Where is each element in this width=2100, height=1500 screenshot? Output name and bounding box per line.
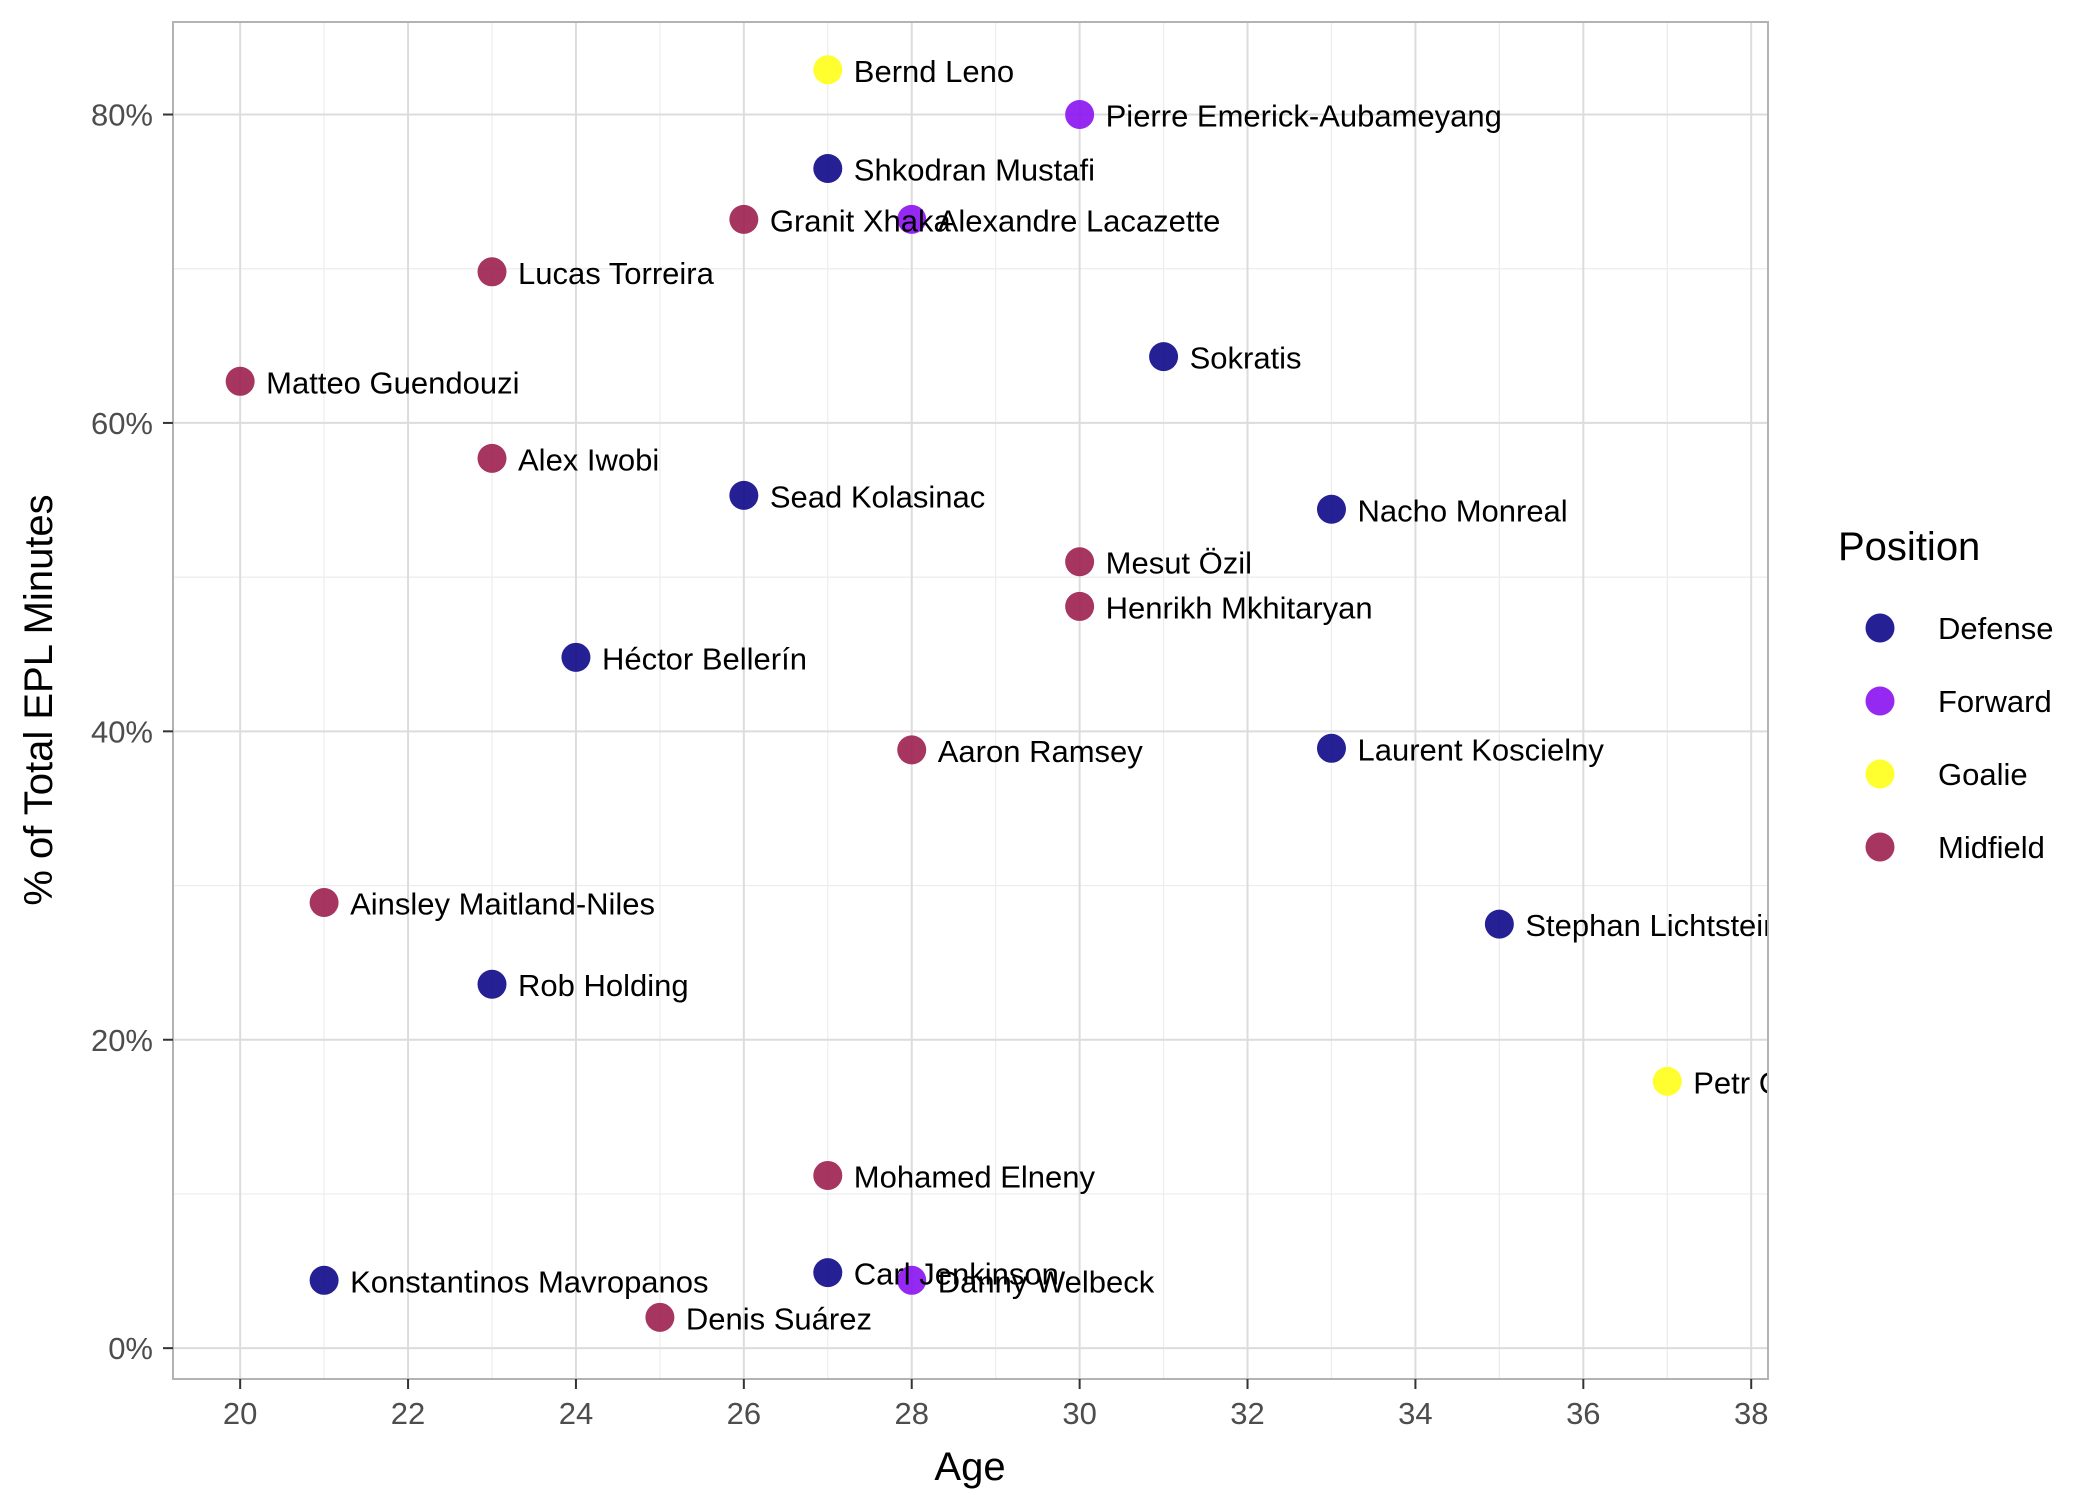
data-point [1149,342,1179,372]
point-label: Pierre Emerick-Aubameyang [1106,99,1502,134]
point-label: Matteo Guendouzi [266,365,519,400]
y-tick-label: 40% [91,714,153,749]
y-tick-label: 0% [108,1331,153,1366]
point-label: Konstantinos Mavropanos [350,1264,708,1299]
data-point [1316,494,1346,524]
data-point [813,55,843,85]
data-point [813,153,843,183]
x-tick-label: 26 [727,1396,761,1431]
legend-label: Forward [1938,684,2052,719]
minor-gridlines [173,22,1768,1379]
x-tick-label: 28 [894,1396,928,1431]
legend-label: Midfield [1938,830,2045,865]
x-tick-label: 30 [1062,1396,1096,1431]
data-point [897,1265,927,1295]
point-label: Ainsley Maitland-Niles [350,887,655,922]
plot-background [173,22,1768,1379]
legend-label: Defense [1938,611,2053,646]
legend-key [1865,759,1895,789]
data-point [897,204,927,234]
point-label: Mesut Özil [1106,546,1252,581]
x-axis-ticks: 20 22 24 26 28 30 32 34 36 38 [223,1379,1768,1431]
point-label: Mohamed Elneny [854,1159,1096,1194]
data-point [729,480,759,510]
data-point [309,1265,339,1295]
x-tick-label: 20 [223,1396,257,1431]
data-point [225,366,255,396]
point-labels: Bernd Leno Pierre Emerick-Aubameyang Shkod… [266,54,1831,1337]
data-point [1652,1066,1682,1096]
data-point [309,888,339,918]
x-tick-label: 38 [1734,1396,1768,1431]
point-label: Alexandre Lacazette [938,203,1221,238]
major-gridlines [173,22,1768,1379]
legend-title: Position [1838,525,1980,569]
y-axis-title: % of Total EPL Minutes [17,494,61,905]
legend-key [1865,613,1895,643]
y-axis-ticks: 0% 20% 40% 60% 80% [91,98,173,1366]
data-point [897,735,927,765]
data-point [1316,733,1346,763]
legend: Position Defense Forward Goalie Midfield [1838,525,2053,865]
plot-border [172,21,1769,1380]
legend-key [1865,832,1895,862]
x-tick-label: 32 [1230,1396,1264,1431]
data-point [561,642,591,672]
x-axis-title: Age [934,1445,1005,1489]
data-point [813,1258,843,1288]
data-point [813,1160,843,1190]
point-label: Denis Suárez [686,1301,872,1336]
legend-entries: Defense Forward Goalie Midfield [1865,611,2053,865]
point-label: Rob Holding [518,968,689,1003]
point-label: Alex Iwobi [518,442,659,477]
data-point [1065,591,1095,621]
data-points [225,55,1682,1332]
data-point [1065,100,1095,130]
legend-label: Goalie [1938,757,2028,792]
x-tick-label: 24 [559,1396,593,1431]
point-label: Petr Cech [1693,1065,1831,1100]
data-point [477,969,507,999]
point-label: Shkodran Mustafi [854,152,1095,187]
y-tick-label: 80% [91,98,153,133]
data-point [1484,909,1514,939]
point-label: Granit Xhaka [770,203,952,238]
point-label: Sead Kolasinac [770,479,985,514]
x-tick-label: 22 [391,1396,425,1431]
point-label: Stephan Lichtsteiner [1525,908,1808,943]
data-point [729,204,759,234]
point-label: Aaron Ramsey [938,734,1144,769]
point-label: Sokratis [1190,341,1302,376]
point-label: Nacho Monreal [1357,493,1567,528]
point-label: Laurent Koscielny [1357,732,1604,767]
data-point [645,1302,675,1332]
x-tick-label: 34 [1398,1396,1432,1431]
data-point [1065,547,1095,577]
point-label: Bernd Leno [854,54,1014,89]
y-tick-label: 20% [91,1023,153,1058]
y-tick-label: 60% [91,406,153,441]
legend-key [1865,686,1895,716]
data-point [477,257,507,287]
point-label: Danny Welbeck [938,1264,1155,1299]
point-label: Lucas Torreira [518,256,715,291]
data-point [477,443,507,473]
x-tick-label: 36 [1566,1396,1600,1431]
point-label: Carl Jenkinson [854,1257,1059,1292]
point-label: Héctor Bellerín [602,641,807,676]
point-label: Henrikh Mkhitaryan [1106,590,1373,625]
